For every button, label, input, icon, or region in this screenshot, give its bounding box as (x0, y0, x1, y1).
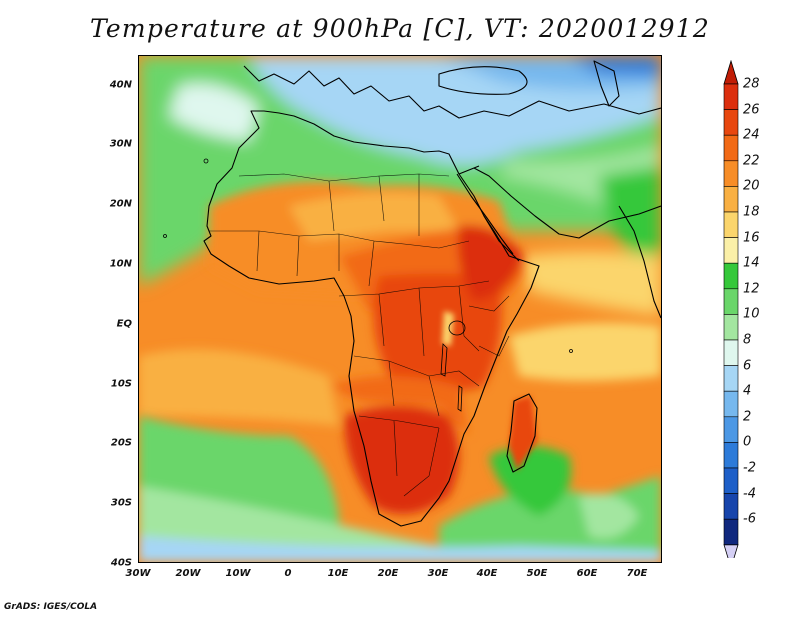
colorbar-label: 22 (743, 153, 760, 169)
field-madagascar-red (509, 396, 537, 471)
colorbar-swatch (723, 442, 739, 469)
field-northeast-darkblue (569, 56, 661, 76)
coastline-india (618, 205, 661, 319)
border-east (468, 295, 510, 357)
coastline-africa (203, 110, 540, 527)
colorbar-swatch (723, 109, 739, 136)
colorbar-label: 8 (743, 332, 752, 348)
colorbar-swatch (723, 314, 739, 341)
colorbar-swatch (723, 518, 739, 546)
colorbar-swatch (723, 237, 739, 264)
field-ethiopia-red (458, 225, 524, 301)
coastline-europe (243, 65, 661, 119)
colorbar-label: -2 (743, 460, 756, 476)
lon-label-30e: 30E (427, 568, 449, 579)
colorbar-top-triangle (723, 60, 739, 85)
colorbar-swatch (723, 134, 739, 162)
coastline-red-sea (456, 173, 514, 255)
lon-label-10e: 10E (327, 568, 349, 579)
border-southern (358, 415, 440, 497)
colorbar-swatch (723, 211, 739, 238)
colorbar (723, 60, 739, 558)
colorbar-swatch (723, 390, 739, 418)
colorbar-swatch (723, 262, 739, 290)
coastline-caspian (593, 60, 620, 107)
field-south-blue (139, 536, 661, 562)
coastline-black-sea (438, 66, 528, 95)
seychelles-outline (569, 349, 573, 353)
colorbar-label: 0 (743, 434, 752, 450)
colorbar-label: -6 (743, 511, 756, 527)
colorbar-label: 26 (743, 102, 760, 118)
lon-label-10w: 10W (225, 568, 251, 579)
coastline-arabia (458, 165, 661, 262)
lake-tanganyika-outline (440, 343, 448, 377)
lat-label-30s: 30S (110, 497, 132, 509)
field-europe-lightcyan (169, 83, 259, 141)
lon-label-40e: 40E (476, 568, 498, 579)
colorbar-label: 28 (743, 76, 760, 92)
colorbar-swatch (723, 186, 739, 213)
border-south-central (353, 355, 480, 417)
colorbar-label: 24 (743, 127, 760, 143)
lon-label-20e: 20E (377, 568, 399, 579)
lat-label-10s: 10S (110, 378, 132, 390)
field-india-green (599, 166, 661, 276)
lon-label-60e: 60E (576, 568, 598, 579)
field-indian-ocean-yellow (509, 322, 661, 381)
lon-label-20w: 20W (175, 568, 201, 579)
colorbar-label: 20 (743, 178, 760, 194)
lat-label-eq: EQ (116, 318, 132, 330)
lat-label-10n: 10N (109, 258, 132, 270)
field-southern-africa-orange (329, 376, 469, 436)
colorbar-label: 4 (743, 383, 752, 399)
colorbar-label: 14 (743, 255, 760, 271)
lon-label-0: 0 (284, 568, 292, 579)
lat-label-30n: 30N (109, 138, 132, 150)
lon-label-30w: 30W (125, 568, 151, 579)
footer-credit: GrADS: IGES/COLA (4, 602, 98, 612)
field-east-cool-blob (579, 493, 639, 539)
border-central (338, 280, 490, 357)
field-central-hot (373, 273, 502, 392)
border-sahel (209, 230, 470, 287)
colorbar-bottom-triangle (723, 544, 739, 558)
colorbar-label: 6 (743, 358, 752, 374)
canary-islands-outline (203, 158, 209, 164)
colorbar-label: 2 (743, 409, 752, 425)
colorbar-swatch (723, 339, 739, 366)
coastline-madagascar (506, 393, 538, 473)
colorbar-swatch (723, 83, 739, 110)
border-north-africa (238, 173, 450, 236)
colorbar-swatch (723, 467, 739, 494)
lat-label-40n: 40N (109, 79, 132, 91)
colorbar-label: 10 (743, 306, 760, 322)
field-atlantic-yellow (139, 349, 339, 426)
colorbar-label: 18 (743, 204, 760, 220)
colorbar-swatch (723, 365, 739, 392)
colorbar-swatch (723, 160, 739, 187)
lake-victoria-outline (448, 320, 466, 336)
colorbar-swatch (723, 493, 739, 520)
colorbar-swatch (723, 288, 739, 315)
field-great-lakes-yellow (442, 311, 454, 346)
cape-verde-outline (163, 234, 167, 238)
lat-label-20n: 20N (109, 198, 132, 210)
map-title: Temperature at 900hPa [C], VT: 202001291… (90, 14, 710, 43)
lon-label-70e: 70E (626, 568, 648, 579)
lon-label-50e: 50E (526, 568, 548, 579)
lat-label-20s: 20S (110, 437, 132, 449)
colorbar-label: -4 (743, 486, 756, 502)
temperature-map (138, 55, 662, 563)
lat-label-40s: 40S (110, 557, 132, 569)
colorbar-label: 12 (743, 281, 760, 297)
field-arabian-sea (519, 251, 661, 316)
lake-malawi-outline (457, 385, 463, 412)
colorbar-swatch (723, 416, 739, 443)
colorbar-label: 16 (743, 230, 760, 246)
